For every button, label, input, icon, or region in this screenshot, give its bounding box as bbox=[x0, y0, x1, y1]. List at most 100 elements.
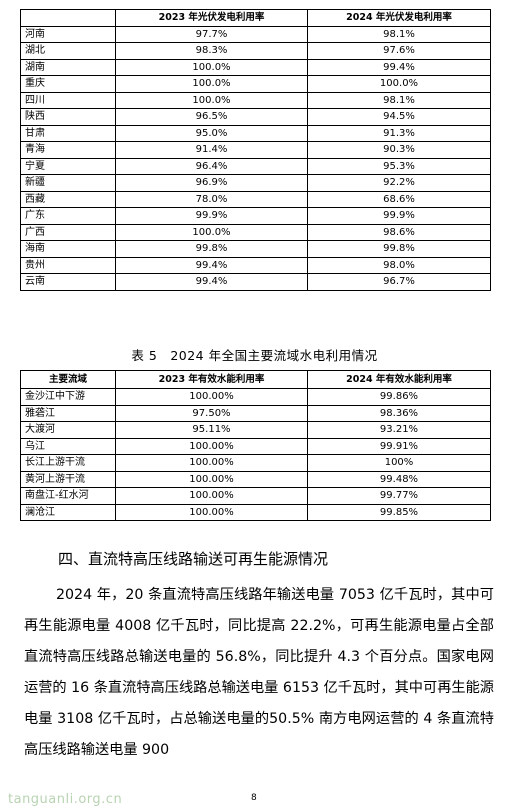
row-label-cell: 广东 bbox=[20, 207, 116, 225]
header-cell-region bbox=[20, 9, 116, 27]
table-row: 甘肃 95.0% 91.3% bbox=[20, 124, 491, 142]
row-label-cell: 广西 bbox=[20, 223, 116, 241]
row-label-cell: 宁夏 bbox=[20, 157, 116, 175]
value-2024-cell: 99.9% bbox=[307, 207, 491, 225]
value-2024-cell: 98.1% bbox=[307, 91, 491, 109]
value-2023-cell: 96.9% bbox=[115, 174, 308, 192]
row-label-cell: 西藏 bbox=[20, 190, 116, 208]
watermark-text: tanguanli.org.cn bbox=[8, 792, 123, 807]
value-2023-cell: 99.8% bbox=[115, 240, 308, 258]
value-2023-cell: 100.0% bbox=[115, 58, 308, 76]
table-row: 新疆 96.9% 92.2% bbox=[20, 174, 491, 192]
value-2024-cell: 99.48% bbox=[307, 470, 491, 488]
row-label-cell: 陕西 bbox=[20, 108, 116, 126]
header-cell-2024: 2024 年光伏发电利用率 bbox=[307, 9, 491, 27]
table-hydro-utilization: 主要流域 2023 年有效水能利用率 2024 年有效水能利用率 金沙江中下游 1… bbox=[20, 370, 491, 521]
row-label-cell: 海南 bbox=[20, 240, 116, 258]
value-2023-cell: 100.00% bbox=[115, 437, 308, 455]
table-row: 南盘江-红水河 100.00% 99.77% bbox=[20, 487, 491, 505]
row-label-cell: 河南 bbox=[20, 25, 116, 43]
table-row: 云南 99.4% 96.7% bbox=[20, 273, 491, 291]
table-header-row: 2023 年光伏发电利用率 2024 年光伏发电利用率 bbox=[20, 9, 491, 27]
row-label-cell: 甘肃 bbox=[20, 124, 116, 142]
value-2024-cell: 94.5% bbox=[307, 108, 491, 126]
row-label-cell: 云南 bbox=[20, 273, 116, 291]
value-2023-cell: 78.0% bbox=[115, 190, 308, 208]
table-row: 陕西 96.5% 94.5% bbox=[20, 108, 491, 126]
table-row: 西藏 78.0% 68.6% bbox=[20, 190, 491, 208]
section-heading: 四、直流特高压线路输送可再生能源情况 bbox=[58, 550, 329, 568]
value-2024-cell: 92.2% bbox=[307, 174, 491, 192]
header-cell-basin: 主要流域 bbox=[20, 370, 116, 389]
table-row: 四川 100.0% 98.1% bbox=[20, 91, 491, 109]
table-header-row: 主要流域 2023 年有效水能利用率 2024 年有效水能利用率 bbox=[20, 370, 491, 389]
value-2023-cell: 100.00% bbox=[115, 454, 308, 472]
value-2023-cell: 99.4% bbox=[115, 273, 308, 291]
table-row: 河南 97.7% 98.1% bbox=[20, 25, 491, 43]
table-row: 宁夏 96.4% 95.3% bbox=[20, 157, 491, 175]
table-row: 贵州 99.4% 98.0% bbox=[20, 256, 491, 274]
value-2024-cell: 97.6% bbox=[307, 42, 491, 60]
row-label-cell: 澜沧江 bbox=[20, 503, 116, 521]
value-2023-cell: 100.00% bbox=[115, 388, 308, 406]
value-2024-cell: 99.91% bbox=[307, 437, 491, 455]
table-row: 乌江 100.00% 99.91% bbox=[20, 437, 491, 455]
row-label-cell: 大渡河 bbox=[20, 421, 116, 439]
row-label-cell: 长江上游干流 bbox=[20, 454, 116, 472]
value-2024-cell: 99.86% bbox=[307, 388, 491, 406]
value-2023-cell: 99.4% bbox=[115, 256, 308, 274]
table-row: 青海 91.4% 90.3% bbox=[20, 141, 491, 159]
value-2024-cell: 100% bbox=[307, 454, 491, 472]
row-label-cell: 重庆 bbox=[20, 75, 116, 93]
value-2024-cell: 98.0% bbox=[307, 256, 491, 274]
value-2024-cell: 99.4% bbox=[307, 58, 491, 76]
table-caption: 表 5 2024 年全国主要流域水电利用情况 bbox=[131, 348, 378, 363]
value-2023-cell: 96.5% bbox=[115, 108, 308, 126]
value-2023-cell: 99.9% bbox=[115, 207, 308, 225]
table-row: 澜沧江 100.00% 99.85% bbox=[20, 503, 491, 521]
table-pv-utilization: 2023 年光伏发电利用率 2024 年光伏发电利用率 河南 97.7% 98.1%… bbox=[20, 9, 491, 291]
row-label-cell: 新疆 bbox=[20, 174, 116, 192]
row-label-cell: 金沙江中下游 bbox=[20, 388, 116, 406]
row-label-cell: 四川 bbox=[20, 91, 116, 109]
row-label-cell: 湖北 bbox=[20, 42, 116, 60]
value-2023-cell: 100.00% bbox=[115, 487, 308, 505]
value-2024-cell: 100.0% bbox=[307, 75, 491, 93]
value-2024-cell: 98.36% bbox=[307, 404, 491, 422]
table-row: 湖南 100.0% 99.4% bbox=[20, 58, 491, 76]
table-row: 金沙江中下游 100.00% 99.86% bbox=[20, 388, 491, 406]
header-cell-2023: 2023 年光伏发电利用率 bbox=[115, 9, 308, 27]
row-label-cell: 乌江 bbox=[20, 437, 116, 455]
value-2024-cell: 99.8% bbox=[307, 240, 491, 258]
value-2023-cell: 100.0% bbox=[115, 75, 308, 93]
value-2024-cell: 98.6% bbox=[307, 223, 491, 241]
header-cell-2023: 2023 年有效水能利用率 bbox=[115, 370, 308, 389]
value-2024-cell: 68.6% bbox=[307, 190, 491, 208]
row-label-cell: 南盘江-红水河 bbox=[20, 487, 116, 505]
value-2023-cell: 100.00% bbox=[115, 503, 308, 521]
table-row: 雅砻江 97.50% 98.36% bbox=[20, 404, 491, 422]
table-row: 黄河上游干流 100.00% 99.48% bbox=[20, 470, 491, 488]
value-2024-cell: 99.77% bbox=[307, 487, 491, 505]
table-row: 广东 99.9% 99.9% bbox=[20, 207, 491, 225]
value-2023-cell: 100.00% bbox=[115, 470, 308, 488]
section-paragraph: 2024 年，20 条直流特高压线路年输送电量 7053 亿千瓦时，其中可再生能… bbox=[24, 587, 494, 758]
row-label-cell: 黄河上游干流 bbox=[20, 470, 116, 488]
value-2024-cell: 93.21% bbox=[307, 421, 491, 439]
value-2023-cell: 100.0% bbox=[115, 223, 308, 241]
value-2023-cell: 96.4% bbox=[115, 157, 308, 175]
value-2023-cell: 95.11% bbox=[115, 421, 308, 439]
row-label-cell: 雅砻江 bbox=[20, 404, 116, 422]
value-2023-cell: 95.0% bbox=[115, 124, 308, 142]
value-2023-cell: 91.4% bbox=[115, 141, 308, 159]
value-2024-cell: 91.3% bbox=[307, 124, 491, 142]
table-row: 大渡河 95.11% 93.21% bbox=[20, 421, 491, 439]
header-cell-2024: 2024 年有效水能利用率 bbox=[307, 370, 491, 389]
row-label-cell: 贵州 bbox=[20, 256, 116, 274]
row-label-cell: 湖南 bbox=[20, 58, 116, 76]
table-row: 广西 100.0% 98.6% bbox=[20, 223, 491, 241]
page-number: 8 bbox=[251, 793, 257, 803]
value-2023-cell: 100.0% bbox=[115, 91, 308, 109]
table-row: 湖北 98.3% 97.6% bbox=[20, 42, 491, 60]
value-2023-cell: 98.3% bbox=[115, 42, 308, 60]
